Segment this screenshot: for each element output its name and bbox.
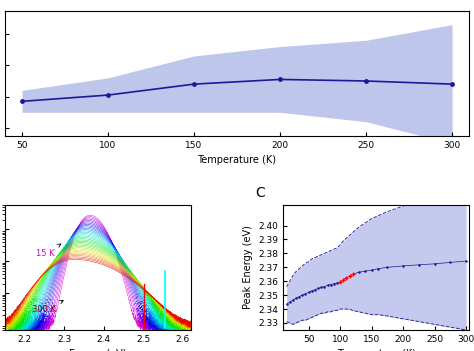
X-axis label: Energy (eV): Energy (eV) — [69, 349, 127, 351]
Point — [346, 273, 354, 279]
Text: C: C — [255, 186, 265, 200]
X-axis label: Temperature (K): Temperature (K) — [198, 155, 276, 165]
Point — [337, 279, 344, 285]
Point — [339, 277, 347, 283]
Y-axis label: Peak Energy (eV): Peak Energy (eV) — [243, 225, 253, 309]
Text: 15 K: 15 K — [36, 244, 61, 258]
Point — [349, 271, 356, 277]
Point — [343, 275, 350, 280]
Text: 300 K: 300 K — [32, 300, 63, 314]
X-axis label: Temperature (K): Temperature (K) — [337, 349, 416, 351]
